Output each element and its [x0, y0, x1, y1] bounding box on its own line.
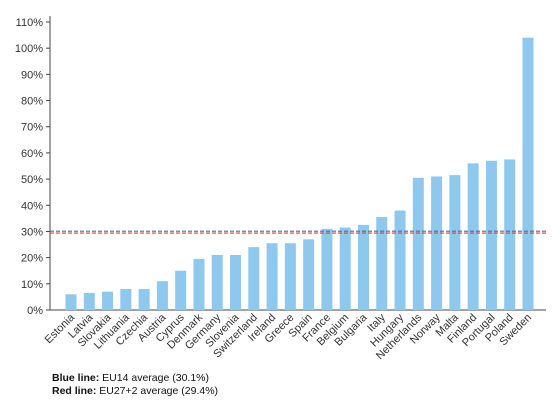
y-tick-label: 70%	[21, 122, 43, 134]
bar	[65, 294, 77, 310]
bar	[156, 281, 168, 310]
bar	[83, 292, 95, 310]
x-axis-labels: EstoniaLatviaSlovakiaLithuaniaCzechiaAus…	[43, 311, 534, 362]
bar	[266, 243, 278, 310]
bar	[138, 289, 150, 310]
bar	[339, 227, 351, 310]
bar	[431, 176, 443, 310]
y-tick-label: 90%	[21, 69, 43, 81]
bar	[211, 255, 223, 310]
y-axis: 0% 10% 20% 30% 40% 50% 60% 70% 80% 90% 100% 110%	[15, 16, 546, 317]
bar	[248, 247, 260, 310]
chart-notes: Blue line: EU14 average (30.1%) Red line…	[52, 372, 218, 398]
blue-line-label: Blue line:	[52, 372, 100, 384]
y-tick-label: 100%	[15, 43, 43, 55]
bar	[394, 210, 406, 310]
red-line-note: Red line: EU27+2 average (29.4%)	[52, 385, 218, 398]
bar	[120, 289, 132, 310]
y-tick-label: 80%	[21, 96, 43, 108]
y-tick-label: 60%	[21, 148, 43, 160]
bar	[175, 270, 187, 310]
red-line-label: Red line:	[52, 385, 97, 397]
bar	[504, 159, 516, 310]
bar	[102, 291, 114, 310]
blue-line-text: EU14 average (30.1%)	[99, 372, 209, 384]
y-tick-label: 30%	[21, 226, 43, 238]
reference-lines	[50, 230, 546, 234]
bar	[485, 160, 497, 310]
bar	[230, 255, 242, 310]
bar	[412, 177, 424, 310]
y-tick-label: 0%	[27, 305, 43, 317]
bar	[522, 37, 534, 311]
bar	[357, 224, 369, 310]
bar	[449, 175, 461, 310]
y-tick-label: 50%	[21, 174, 43, 186]
red-line-text: EU27+2 average (29.4%)	[96, 385, 219, 397]
bar	[284, 243, 296, 310]
y-tick-label: 10%	[21, 279, 43, 291]
bar	[376, 217, 388, 310]
bar	[321, 228, 333, 310]
y-tick-label: 20%	[21, 253, 43, 265]
bar	[467, 163, 479, 310]
y-tick-label: 110%	[16, 17, 44, 29]
bars	[65, 37, 534, 311]
bar	[303, 239, 315, 310]
y-tick-label: 40%	[21, 200, 43, 212]
bar	[193, 258, 205, 310]
blue-line-note: Blue line: EU14 average (30.1%)	[52, 372, 218, 385]
